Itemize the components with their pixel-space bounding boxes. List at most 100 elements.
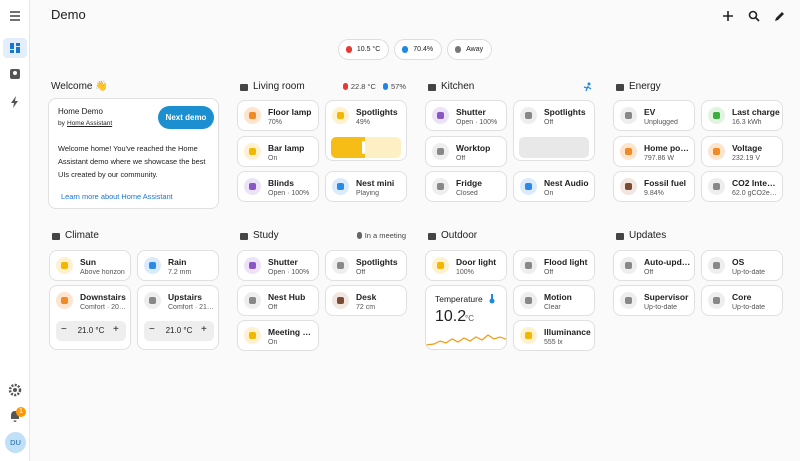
badge-row: 10.5 °C 70.4% Away: [30, 39, 800, 60]
add-button[interactable]: [720, 8, 736, 24]
nav-overview-shape: [10, 43, 14, 49]
tile[interactable]: Illuminance 555 lx: [513, 320, 595, 351]
thermostat-minus[interactable]: −: [61, 324, 67, 335]
tile-state: Off: [456, 155, 466, 162]
tile[interactable]: Motion Clear: [513, 285, 595, 316]
edit-button[interactable]: [772, 8, 788, 24]
nav-settings-shape: [8, 383, 22, 397]
tile[interactable]: Spotlights Off: [513, 100, 595, 161]
tile[interactable]: Spotlights Off: [325, 250, 407, 281]
tile-state: Unplugged: [644, 119, 678, 126]
tile[interactable]: Nest Hub Off: [237, 285, 319, 316]
tile[interactable]: Desk 72 cm: [325, 285, 407, 316]
tile[interactable]: Nest mini Playing: [325, 171, 407, 202]
tile[interactable]: Shutter Open · 100%: [237, 250, 319, 281]
sensor-graph: [426, 334, 506, 346]
tile[interactable]: Nest Audio On: [513, 171, 595, 202]
tile-icon-glyph: [437, 112, 444, 119]
thermostat-minus[interactable]: −: [149, 324, 155, 335]
thermostat-plus[interactable]: +: [201, 324, 207, 335]
tile[interactable]: Door light 100%: [425, 250, 507, 281]
tile[interactable]: Meeting m… On: [237, 320, 319, 351]
badge[interactable]: 10.5 °C: [337, 39, 390, 60]
tile-name: CO2 Intensi…: [732, 178, 780, 188]
tile[interactable]: Worktop Off: [425, 136, 507, 167]
section-badge-icon: [382, 83, 388, 90]
tile-state: Open · 100%: [268, 190, 310, 197]
tile[interactable]: Floor lamp 70%: [237, 100, 319, 131]
nav-person[interactable]: [8, 67, 22, 81]
tile-state: Closed: [456, 190, 478, 197]
menu-button[interactable]: [7, 8, 23, 24]
section-badge[interactable]: 22.8 °C: [342, 82, 376, 91]
tile[interactable]: Voltage 232.19 V: [701, 136, 783, 167]
tile-icon-glyph: [337, 262, 344, 269]
edit-button-shape: [775, 12, 784, 21]
tile-icon-glyph: [525, 262, 532, 269]
tile[interactable]: Fridge Closed: [425, 171, 507, 202]
tile[interactable]: EV Unplugged: [613, 100, 695, 131]
tile-icon-glyph: [625, 262, 632, 269]
tile[interactable]: Last charge 16.3 kWh: [701, 100, 783, 131]
search-button[interactable]: [746, 8, 762, 24]
tile-state: Off: [268, 304, 278, 311]
tile-icon-glyph: [249, 148, 256, 155]
thermostat-plus[interactable]: +: [113, 324, 119, 335]
tile-name: Home power: [644, 143, 692, 153]
tile[interactable]: Rain 7.2 mm: [137, 250, 219, 281]
tile[interactable]: Home power 797.86 W: [613, 136, 695, 167]
next-demo-button[interactable]: Next demo: [158, 106, 214, 129]
tile[interactable]: OS Up-to-date: [701, 250, 783, 281]
tile[interactable]: Supervisor Up-to-date: [613, 285, 695, 316]
tile-name: Spotlights: [356, 107, 398, 117]
user-avatar[interactable]: DU: [5, 432, 26, 453]
tile[interactable]: Auto-update Off: [613, 250, 695, 281]
thermostat-control: − 21.0 °C +: [56, 321, 126, 341]
tile-name: EV: [644, 107, 656, 117]
tile-state: 7.2 mm: [168, 269, 192, 276]
tile[interactable]: Spotlights 49%: [325, 100, 407, 161]
tile-name: OS: [732, 257, 745, 267]
tile-icon-glyph: [249, 262, 256, 269]
sensor-graph-shape: [426, 334, 506, 346]
tile[interactable]: Core Up-to-date: [701, 285, 783, 316]
tile-name: Bar lamp: [268, 143, 305, 153]
nav-overview[interactable]: [8, 41, 22, 55]
tile-icon-glyph: [149, 297, 156, 304]
section-badge-label: 22.8 °C: [350, 82, 376, 91]
tile[interactable]: Shutter Open · 100%: [425, 100, 507, 131]
section-badge[interactable]: In a meeting: [356, 231, 406, 240]
tile[interactable]: Fossil fuel 9.84%: [613, 171, 695, 202]
tile[interactable]: Bar lamp On: [237, 136, 319, 167]
tile[interactable]: Sun Above horizon: [49, 250, 131, 281]
section-badge-icon: [356, 232, 362, 239]
welcome-link[interactable]: Learn more about Home Assistant: [61, 192, 173, 201]
tile-state: Up-to-date: [644, 304, 678, 311]
tile-name: Rain: [168, 257, 187, 267]
badge[interactable]: 70.4%: [394, 39, 443, 60]
tile-state: Off: [356, 269, 366, 276]
welcome-author[interactable]: Home Assistant: [67, 120, 113, 127]
tile[interactable]: CO2 Intensi… 62.0 gCO2eq…: [701, 171, 783, 202]
thermostat-card[interactable]: Downstairs Comfort · 20… − 21.0 °C +: [49, 285, 131, 350]
tile-icon-glyph: [713, 297, 720, 304]
tile-name: Supervisor: [644, 292, 689, 302]
tile-state: Off: [544, 119, 554, 126]
motion-indicator-shape: [583, 85, 592, 92]
slider-track[interactable]: [519, 137, 589, 158]
badge[interactable]: Away: [447, 39, 493, 60]
nav-energy[interactable]: [8, 95, 22, 109]
tile[interactable]: Blinds Open · 100%: [237, 171, 319, 202]
tile[interactable]: Flood light Off: [513, 250, 595, 281]
section-badge[interactable]: 57%: [382, 82, 406, 91]
tile-state: 797.86 W: [644, 155, 674, 162]
tile-state: Above horizon: [80, 269, 125, 276]
nav-settings[interactable]: [8, 383, 22, 397]
tile-icon-glyph: [437, 183, 444, 190]
section-icon: [428, 233, 436, 240]
tile-state: 49%: [356, 119, 371, 126]
section-badges: In a meeting: [296, 231, 406, 240]
thermostat-card[interactable]: Upstairs Comfort · 21… − 21.0 °C +: [137, 285, 219, 350]
section-title: Energy: [629, 81, 661, 92]
sensor-card[interactable]: Temperature 10.2 °C: [425, 285, 507, 350]
